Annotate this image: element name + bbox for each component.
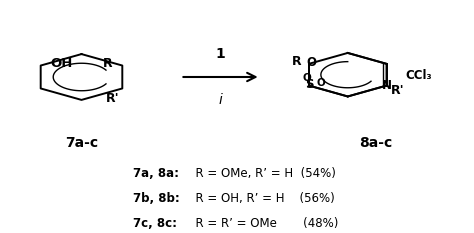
Text: O: O xyxy=(302,72,311,82)
Text: O: O xyxy=(316,78,325,88)
Text: i: i xyxy=(219,93,222,107)
Text: N: N xyxy=(382,79,392,92)
Text: R': R' xyxy=(106,92,120,105)
Text: 7c, 8c:: 7c, 8c: xyxy=(133,217,177,230)
Text: R = OMe, R’ = H  (54%): R = OMe, R’ = H (54%) xyxy=(188,167,336,180)
Text: 7a, 8a:: 7a, 8a: xyxy=(133,167,179,180)
Text: R = R’ = OMe       (48%): R = R’ = OMe (48%) xyxy=(188,217,338,230)
Text: R: R xyxy=(292,55,302,68)
Text: R: R xyxy=(103,57,113,70)
Text: R = OH, R’ = H    (56%): R = OH, R’ = H (56%) xyxy=(188,192,334,205)
Text: 8a-c: 8a-c xyxy=(359,137,392,151)
Text: 7a-c: 7a-c xyxy=(65,137,98,151)
Text: R': R' xyxy=(391,84,405,97)
Text: S: S xyxy=(305,78,313,91)
Text: O: O xyxy=(306,56,316,69)
Text: 7b, 8b:: 7b, 8b: xyxy=(133,192,180,205)
Text: 1: 1 xyxy=(216,47,225,61)
Text: CCl₃: CCl₃ xyxy=(405,69,432,82)
Text: OH: OH xyxy=(50,57,73,70)
